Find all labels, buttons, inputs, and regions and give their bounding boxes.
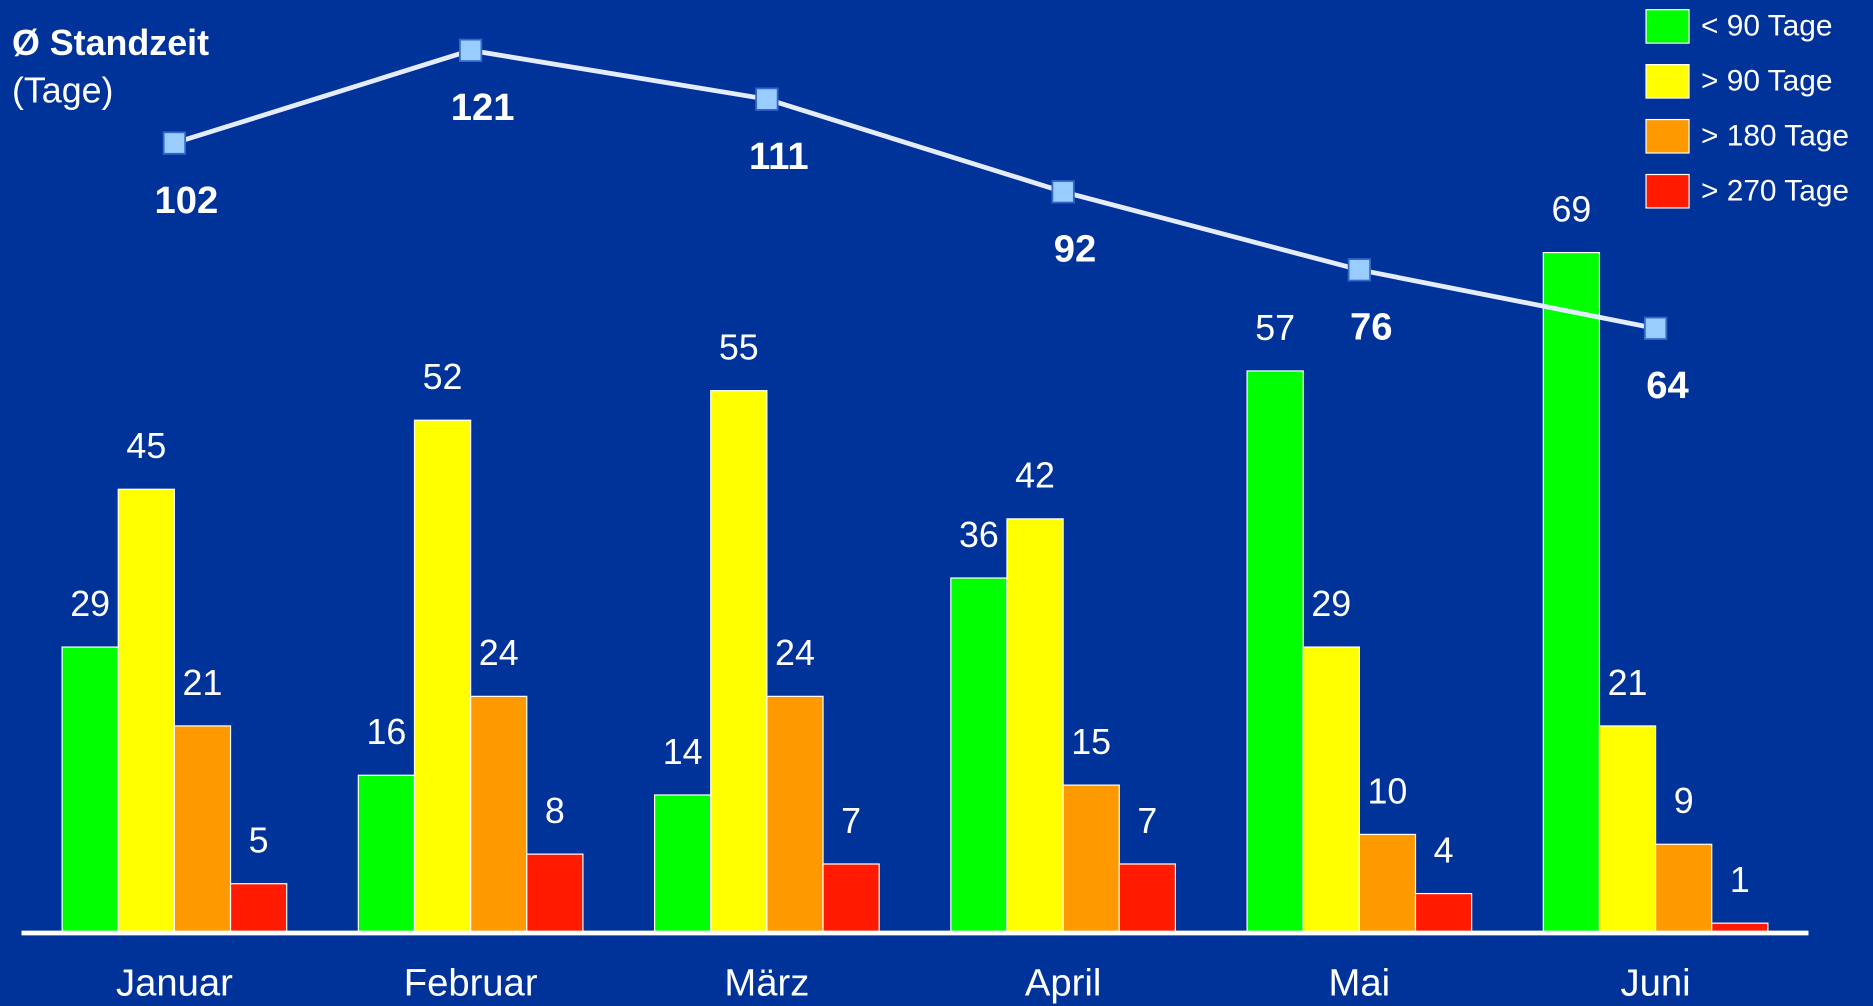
legend-swatch [1645,64,1690,99]
bar [653,794,712,934]
x-tick-label: Februar [404,962,538,1005]
line-value-label: 111 [749,135,809,178]
chart-subtitle: (Tage) [12,71,114,111]
bar-value-label: 52 [423,357,463,397]
bar [1358,833,1417,934]
bar [1118,863,1177,934]
line-value-label: 76 [1350,306,1393,349]
bar-value-label: 14 [663,732,703,772]
line-marker [755,87,779,111]
bar-value-label: 10 [1367,771,1407,811]
bar [1598,725,1657,934]
legend-swatch [1645,118,1690,154]
bar [950,577,1008,934]
bar [822,863,880,934]
bar [1542,251,1601,934]
line-value-label: 64 [1646,364,1689,407]
bar-value-label: 36 [959,515,999,555]
bar-value-label: 29 [1311,584,1351,624]
bar [1062,784,1120,934]
line-value-label: 102 [154,179,218,222]
bar [1655,843,1713,934]
x-tick-label: Juni [1621,962,1691,1005]
legend-label: > 180 Tage [1701,119,1849,152]
bar-value-label: 57 [1255,308,1295,348]
bar [117,488,175,934]
legend-label: > 90 Tage [1701,64,1832,97]
bar-value-label: 7 [841,801,861,841]
line-marker [458,38,483,63]
line-marker [1643,316,1668,340]
line-marker [1051,180,1075,204]
x-tick-label: Januar [116,962,233,1005]
bar [1246,370,1304,934]
chart-title: Ø Standzeit [12,23,209,63]
legend-label: < 90 Tage [1701,9,1832,42]
bar-value-label: 8 [545,791,565,831]
bar [413,419,472,934]
bar [1006,518,1064,934]
x-tick-label: März [724,962,809,1005]
bar-value-label: 1 [1730,860,1750,900]
line-marker [162,131,187,155]
bar [357,774,416,934]
bar-value-label: 5 [249,821,269,861]
bar [710,390,768,934]
bar-value-label: 24 [479,633,519,673]
bar [173,725,232,934]
bar-value-label: 69 [1551,189,1591,229]
bar-value-label: 16 [366,712,406,752]
bar [766,695,824,934]
bar-value-label: 24 [775,633,815,673]
bar-value-label: 42 [1015,456,1055,496]
bar [470,695,528,934]
legend-swatch [1645,173,1690,209]
bar-value-label: 15 [1071,722,1111,762]
bar [229,883,288,934]
bar [61,646,119,934]
line [173,47,1657,331]
x-tick-label: Mai [1329,962,1391,1005]
bar [1302,646,1360,934]
bar-value-label: 45 [126,426,166,466]
bar [526,853,584,934]
bar-value-label: 21 [1608,663,1648,703]
legend-label: > 270 Tage [1701,174,1849,207]
line-value-label: 121 [451,86,515,129]
bar-value-label: 4 [1434,830,1454,870]
bar-value-label: 29 [70,584,110,624]
x-tick-label: April [1025,962,1101,1005]
bar-value-label: 7 [1137,801,1157,841]
bar-value-label: 9 [1674,781,1694,821]
bar-value-label: 55 [719,328,759,368]
bar [1414,892,1473,934]
line-value-label: 92 [1054,228,1097,271]
line-marker [1347,258,1372,282]
legend-swatch [1645,9,1690,44]
bar-value-label: 21 [183,663,223,703]
